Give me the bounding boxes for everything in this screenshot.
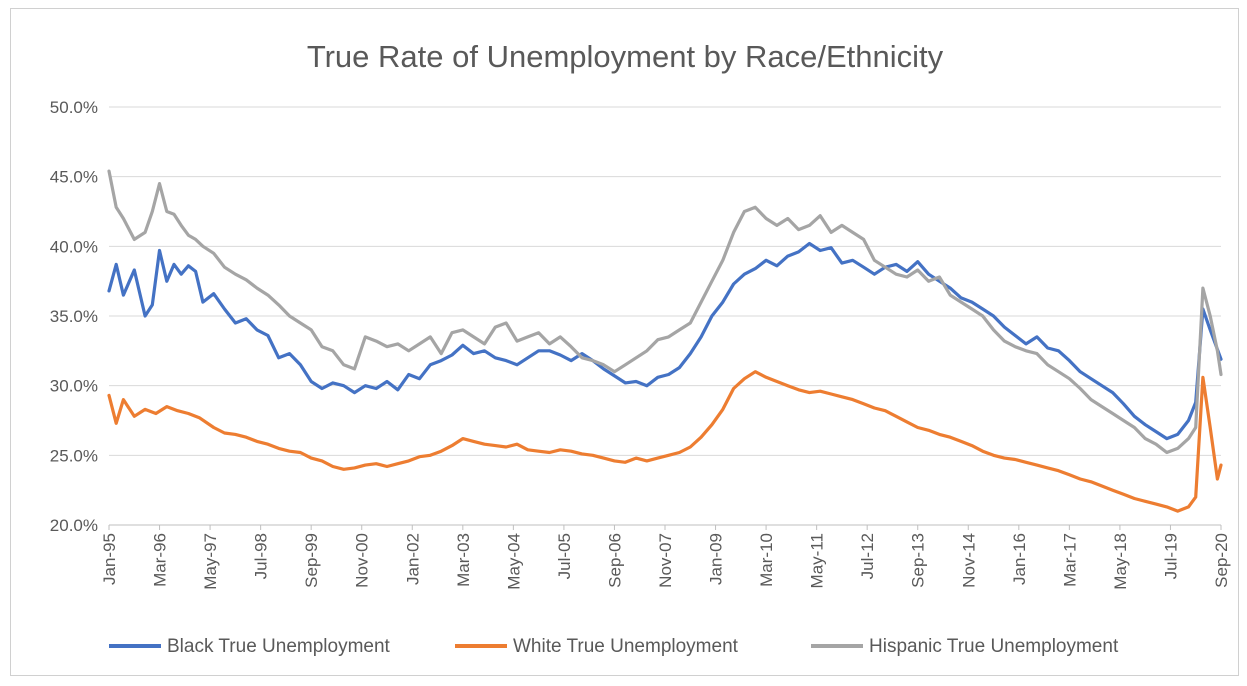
x-tick-label: Mar-17 xyxy=(1060,533,1079,587)
x-tick-label: Jul-05 xyxy=(555,533,574,579)
x-tick-label: Nov-00 xyxy=(353,533,372,588)
y-tick-label: 40.0% xyxy=(50,237,98,256)
y-tick-label: 25.0% xyxy=(50,446,98,465)
x-tick-label: Nov-14 xyxy=(959,533,978,588)
x-tick-label: May-11 xyxy=(808,533,827,588)
line-chart: True Rate of Unemployment by Race/Ethnic… xyxy=(50,39,1231,657)
grid xyxy=(109,106,1221,526)
y-tick-label: 50.0% xyxy=(50,98,98,117)
x-axis: Jan-95 Mar-96 May-97 Jul-98 Sep-99 Nov-00 Jan-… xyxy=(100,524,1231,590)
y-tick-label: 35.0% xyxy=(50,307,98,326)
x-tick-label: Sep-13 xyxy=(909,533,928,588)
x-tick-label: Jan-09 xyxy=(707,533,726,585)
series-line xyxy=(107,370,1223,513)
x-tick-label: Mar-03 xyxy=(454,533,473,587)
y-tick-label: 20.0% xyxy=(50,516,98,535)
chart-frame: True Rate of Unemployment by Race/Ethnic… xyxy=(10,8,1239,676)
x-tick-label: Jul-12 xyxy=(858,533,877,579)
x-tick-label: Sep-99 xyxy=(302,533,321,588)
x-tick-label: Mar-96 xyxy=(151,533,170,587)
x-tick-label: Jan-02 xyxy=(403,533,422,585)
legend-label: Hispanic True Unemployment xyxy=(869,636,1119,657)
x-tick-label: May-97 xyxy=(201,533,220,590)
y-tick-label: 45.0% xyxy=(50,168,98,187)
x-tick-label: Sep-20 xyxy=(1212,533,1231,588)
x-tick-label: May-04 xyxy=(504,533,523,590)
series-line xyxy=(107,169,1223,455)
x-tick-label: Jan-16 xyxy=(1010,533,1029,585)
x-tick-label: Sep-06 xyxy=(605,533,624,588)
x-tick-label: Jan-95 xyxy=(100,533,119,585)
y-tick-label: 30.0% xyxy=(50,377,98,396)
legend-label: Black True Unemployment xyxy=(167,636,391,657)
x-tick-label: Nov-07 xyxy=(656,533,675,588)
x-tick-label: Jul-19 xyxy=(1161,533,1180,579)
legend-label: White True Unemployment xyxy=(513,636,739,657)
x-tick-label: May-18 xyxy=(1111,533,1130,590)
series-lines xyxy=(107,169,1223,513)
y-axis: 20.0% 25.0% 30.0% 35.0% 40.0% 45.0% 50.0% xyxy=(50,98,98,535)
x-tick-label: Jul-98 xyxy=(252,533,271,579)
legend: Black True Unemployment White True Unempl… xyxy=(109,636,1119,657)
series-line xyxy=(107,241,1223,441)
chart-title: True Rate of Unemployment by Race/Ethnic… xyxy=(307,39,944,74)
x-tick-label: Mar-10 xyxy=(757,533,776,587)
